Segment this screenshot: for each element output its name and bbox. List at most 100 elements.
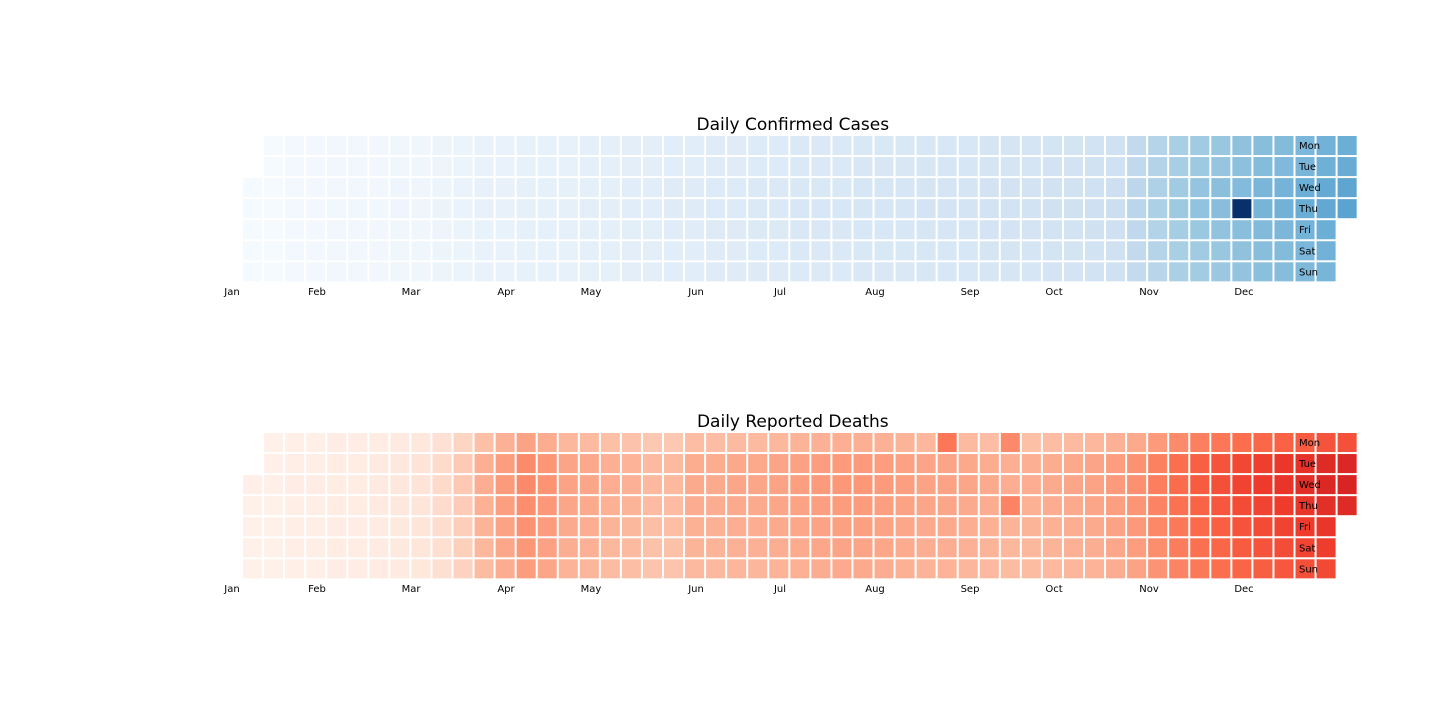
cases-heatmap-cell <box>516 262 536 282</box>
cases-heatmap-cell <box>937 262 957 282</box>
cases-heatmap-cell <box>579 157 599 177</box>
cases-heatmap-cell <box>1169 262 1189 282</box>
deaths-heatmap-cell <box>685 496 705 516</box>
cases-heatmap-cell <box>874 157 894 177</box>
cases-heatmap-cell <box>516 157 536 177</box>
cases-heatmap-cell <box>1274 199 1294 219</box>
cases-heatmap-cell <box>1232 136 1252 156</box>
deaths-heatmap-cell <box>1127 433 1147 453</box>
cases-heatmap-cell <box>285 178 305 198</box>
cases-heatmap-cell <box>1148 262 1168 282</box>
deaths-heatmap-cell <box>1148 496 1168 516</box>
deaths-heatmap-cell <box>895 475 915 495</box>
cases-heatmap-cell <box>327 157 347 177</box>
cases-heatmap-cell <box>621 241 641 261</box>
cases-heatmap-cell <box>769 199 789 219</box>
deaths-heatmap-cell <box>579 475 599 495</box>
deaths-heatmap-cell <box>369 433 389 453</box>
deaths-heatmap-cell <box>874 496 894 516</box>
deaths-month-tick-label: Jun <box>687 584 704 595</box>
deaths-heatmap-cell <box>285 517 305 537</box>
cases-heatmap-cell <box>642 178 662 198</box>
deaths-heatmap-cell <box>706 433 726 453</box>
deaths-heatmap-cell <box>832 559 852 579</box>
cases-heatmap-cell <box>706 241 726 261</box>
deaths-heatmap-cell <box>958 433 978 453</box>
deaths-heatmap-cell <box>1106 454 1126 474</box>
cases-heatmap-cell <box>306 241 326 261</box>
deaths-heatmap-cell <box>1274 475 1294 495</box>
deaths-heatmap-cell <box>811 454 831 474</box>
deaths-heatmap-cell <box>1316 538 1336 558</box>
cases-heatmap-cell <box>895 220 915 240</box>
deaths-heatmap-cell <box>327 496 347 516</box>
deaths-heatmap-cell <box>874 559 894 579</box>
cases-heatmap-cell <box>706 262 726 282</box>
deaths-heatmap-cell <box>1085 517 1105 537</box>
cases-heatmap-cell <box>516 136 536 156</box>
deaths-heatmap-cell <box>1106 496 1126 516</box>
cases-heatmap-cell <box>285 262 305 282</box>
cases-heatmap-cell <box>390 262 410 282</box>
deaths-heatmap-cell <box>558 475 578 495</box>
deaths-heatmap-cell <box>958 517 978 537</box>
cases-heatmap-cell <box>1316 220 1336 240</box>
cases-heatmap-cell <box>453 241 473 261</box>
cases-heatmap-cell <box>1127 157 1147 177</box>
deaths-heatmap-cell <box>1190 433 1210 453</box>
deaths-heatmap-cell <box>685 517 705 537</box>
deaths-heatmap-cell <box>790 475 810 495</box>
cases-heatmap-cell <box>495 178 515 198</box>
deaths-heatmap-cell <box>1253 433 1273 453</box>
deaths-heatmap-cell <box>1106 475 1126 495</box>
cases-heatmap-cell <box>516 199 536 219</box>
deaths-heatmap-cell <box>832 475 852 495</box>
cases-weekday-tick-label: Fri <box>1299 225 1311 236</box>
deaths-heatmap-cell <box>348 496 368 516</box>
cases-heatmap-cell <box>348 220 368 240</box>
deaths-heatmap-cell <box>1085 538 1105 558</box>
cases-heatmap-cell <box>348 178 368 198</box>
deaths-heatmap-cell <box>1253 559 1273 579</box>
cases-heatmap-cell <box>327 262 347 282</box>
cases-heatmap-cell <box>264 241 284 261</box>
cases-heatmap-cell <box>348 157 368 177</box>
cases-heatmap-cell <box>958 178 978 198</box>
deaths-heatmap-cell <box>706 496 726 516</box>
cases-heatmap-cell <box>1274 178 1294 198</box>
deaths-heatmap-cell <box>369 496 389 516</box>
cases-heatmap-cell <box>1190 199 1210 219</box>
deaths-heatmap-cell <box>285 538 305 558</box>
cases-heatmap-cell <box>327 241 347 261</box>
cases-heatmap-cell <box>642 136 662 156</box>
deaths-heatmap-cell <box>916 559 936 579</box>
deaths-heatmap-cell <box>306 559 326 579</box>
deaths-heatmap-cell <box>895 496 915 516</box>
deaths-heatmap-cell <box>1190 559 1210 579</box>
cases-heatmap-cell <box>748 241 768 261</box>
deaths-heatmap-cell <box>811 496 831 516</box>
cases-heatmap-cell <box>432 136 452 156</box>
cases-heatmap-cell <box>1085 241 1105 261</box>
deaths-heatmap-cell <box>306 496 326 516</box>
deaths-heatmap-cell <box>1148 538 1168 558</box>
cases-heatmap-cell <box>958 136 978 156</box>
cases-heatmap-cell <box>1295 157 1315 177</box>
cases-heatmap-cell <box>516 241 536 261</box>
cases-heatmap-cell <box>243 199 263 219</box>
deaths-heatmap-cell <box>621 496 641 516</box>
deaths-heatmap-cell <box>895 559 915 579</box>
deaths-heatmap-cell <box>243 538 263 558</box>
cases-heatmap-cell <box>895 136 915 156</box>
deaths-weekday-tick-label: Tue <box>1298 459 1316 470</box>
cases-heatmap-cell <box>790 136 810 156</box>
cases-heatmap-cell <box>1337 157 1357 177</box>
cases-heatmap-cell <box>285 241 305 261</box>
deaths-heatmap-cell <box>1106 433 1126 453</box>
deaths-heatmap-cell <box>453 433 473 453</box>
cases-heatmap-cell <box>1253 220 1273 240</box>
deaths-heatmap-cell <box>600 559 620 579</box>
cases-heatmap-cell <box>727 262 747 282</box>
deaths-heatmap-cell <box>642 559 662 579</box>
cases-heatmap-panel: Daily Confirmed Cases Jan Feb Mar Apr May Jun… <box>223 115 1357 298</box>
